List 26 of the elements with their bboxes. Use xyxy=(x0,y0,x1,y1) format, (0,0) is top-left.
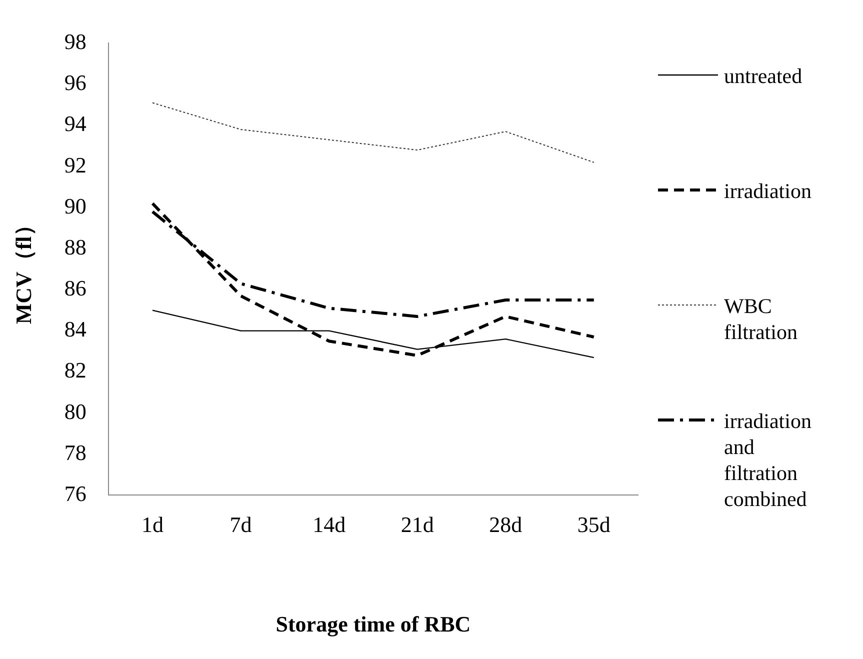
x-axis-title: Storage time of RBC xyxy=(276,611,471,636)
x-tick-label: 21d xyxy=(400,512,434,538)
y-tick-label: 98 xyxy=(64,28,86,54)
legend-label: untreated xyxy=(724,63,804,89)
y-tick-label: 82 xyxy=(64,358,86,383)
x-tick-label: 7d xyxy=(230,512,252,538)
y-axis-title: MCV（fl） xyxy=(10,214,36,324)
legend-label: WBC filtration xyxy=(724,293,798,345)
x-tick-label: 28d xyxy=(489,512,522,538)
y-tick-label: 88 xyxy=(64,234,86,260)
y-tick-label: 76 xyxy=(64,480,86,506)
line-series xyxy=(151,202,596,357)
x-tick-label: 14d xyxy=(312,512,346,538)
legend-label: irradiation and filtration combined xyxy=(724,408,812,512)
y-tick-label: 96 xyxy=(64,70,86,96)
x-tick-label: 1d xyxy=(142,512,164,538)
y-tick-label: 84 xyxy=(64,316,86,342)
y-tick-label: 92 xyxy=(64,152,86,178)
y-tick-label: 86 xyxy=(64,276,86,301)
x-tick-label: 35d xyxy=(577,512,610,538)
y-tick-label: 94 xyxy=(64,111,86,136)
line-series xyxy=(152,102,594,163)
y-tick-label: 80 xyxy=(64,398,86,424)
y-tick-label: 90 xyxy=(64,193,86,218)
legend-label: irradiation xyxy=(724,178,812,204)
y-tick-label: 78 xyxy=(64,440,86,465)
